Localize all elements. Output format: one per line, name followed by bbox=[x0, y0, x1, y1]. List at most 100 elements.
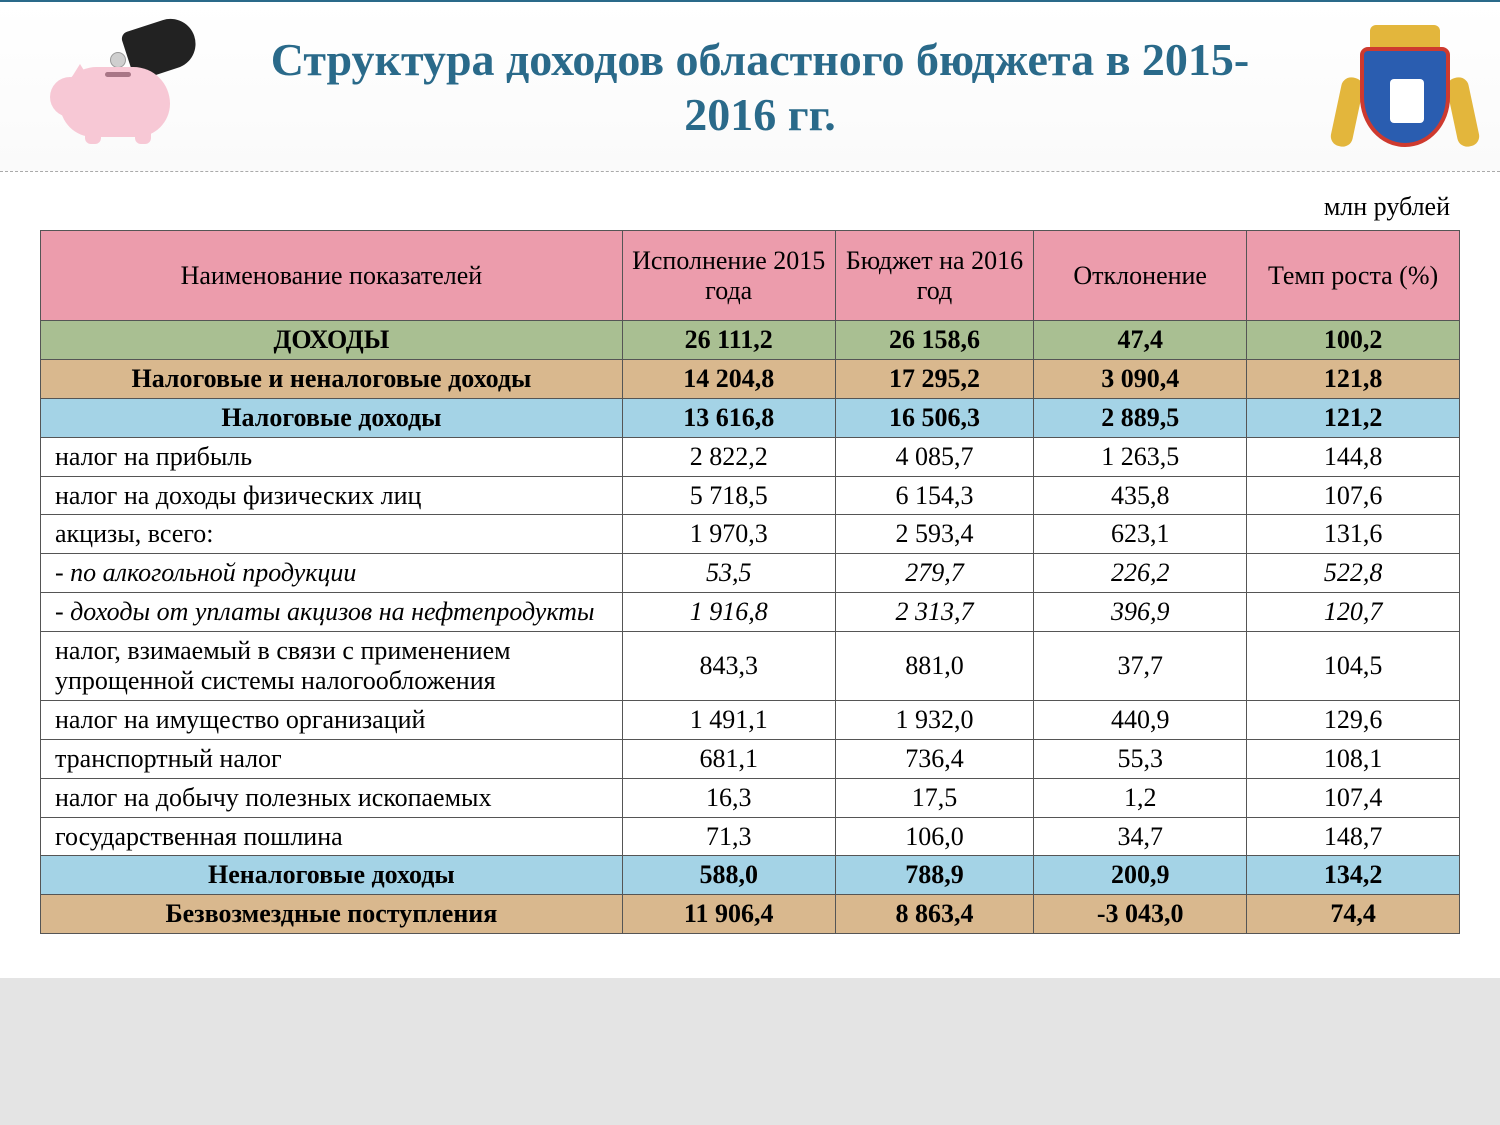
cell-2016: 2 593,4 bbox=[835, 515, 1034, 554]
cell-rate: 107,6 bbox=[1247, 476, 1460, 515]
cell-2015: 26 111,2 bbox=[622, 321, 835, 360]
table-row: Налоговые и неналоговые доходы14 204,817… bbox=[41, 359, 1460, 398]
cell-dev: 55,3 bbox=[1034, 739, 1247, 778]
cell-dev: 34,7 bbox=[1034, 817, 1247, 856]
cell-name: налог на прибыль bbox=[41, 437, 623, 476]
cell-dev: 2 889,5 bbox=[1034, 398, 1247, 437]
cell-dev: 440,9 bbox=[1034, 700, 1247, 739]
cell-name: налог на доходы физических лиц bbox=[41, 476, 623, 515]
cell-rate: 522,8 bbox=[1247, 554, 1460, 593]
column-header: Темп роста (%) bbox=[1247, 231, 1460, 321]
cell-dev: -3 043,0 bbox=[1034, 895, 1247, 934]
cell-dev: 1 263,5 bbox=[1034, 437, 1247, 476]
piggy-bank-icon bbox=[40, 22, 190, 142]
column-header: Наименование показателей bbox=[41, 231, 623, 321]
cell-2016: 17 295,2 bbox=[835, 359, 1034, 398]
cell-2016: 8 863,4 bbox=[835, 895, 1034, 934]
cell-dev: 200,9 bbox=[1034, 856, 1247, 895]
cell-name: Неналоговые доходы bbox=[41, 856, 623, 895]
cell-name: Налоговые доходы bbox=[41, 398, 623, 437]
cell-name: акцизы, всего: bbox=[41, 515, 623, 554]
cell-rate: 121,8 bbox=[1247, 359, 1460, 398]
cell-name: налог на имущество организаций bbox=[41, 700, 623, 739]
cell-2016: 279,7 bbox=[835, 554, 1034, 593]
cell-2015: 1 916,8 bbox=[622, 593, 835, 632]
cell-rate: 129,6 bbox=[1247, 700, 1460, 739]
cell-2015: 843,3 bbox=[622, 632, 835, 701]
table-row: ДОХОДЫ26 111,226 158,647,4100,2 bbox=[41, 321, 1460, 360]
cell-dev: 1,2 bbox=[1034, 778, 1247, 817]
table-row: Безвозмездные поступления11 906,48 863,4… bbox=[41, 895, 1460, 934]
column-header: Исполнение 2015 года bbox=[622, 231, 835, 321]
table-row: налог на доходы физических лиц5 718,56 1… bbox=[41, 476, 1460, 515]
table-row: Неналоговые доходы588,0788,9200,9134,2 bbox=[41, 856, 1460, 895]
cell-2015: 14 204,8 bbox=[622, 359, 835, 398]
cell-2016: 788,9 bbox=[835, 856, 1034, 895]
cell-rate: 107,4 bbox=[1247, 778, 1460, 817]
cell-name: государственная пошлина bbox=[41, 817, 623, 856]
cell-dev: 3 090,4 bbox=[1034, 359, 1247, 398]
cell-2016: 4 085,7 bbox=[835, 437, 1034, 476]
units-label: млн рублей bbox=[1324, 192, 1450, 222]
cell-2015: 1 970,3 bbox=[622, 515, 835, 554]
cell-rate: 131,6 bbox=[1247, 515, 1460, 554]
cell-name: налог, взимаемый в связи с применением у… bbox=[41, 632, 623, 701]
column-header: Отклонение bbox=[1034, 231, 1247, 321]
table-row: - доходы от уплаты акцизов на нефтепроду… bbox=[41, 593, 1460, 632]
page-title: Структура доходов областного бюджета в 2… bbox=[240, 32, 1280, 142]
cell-2016: 1 932,0 bbox=[835, 700, 1034, 739]
table-row: транспортный налог681,1736,455,3108,1 bbox=[41, 739, 1460, 778]
cell-2016: 17,5 bbox=[835, 778, 1034, 817]
cell-name: Безвозмездные поступления bbox=[41, 895, 623, 934]
cell-rate: 104,5 bbox=[1247, 632, 1460, 701]
cell-name: налог на добычу полезных ископаемых bbox=[41, 778, 623, 817]
cell-name: Налоговые и неналоговые доходы bbox=[41, 359, 623, 398]
cell-2015: 71,3 bbox=[622, 817, 835, 856]
header: Структура доходов областного бюджета в 2… bbox=[0, 0, 1500, 172]
cell-rate: 74,4 bbox=[1247, 895, 1460, 934]
cell-dev: 623,1 bbox=[1034, 515, 1247, 554]
cell-dev: 226,2 bbox=[1034, 554, 1247, 593]
cell-dev: 47,4 bbox=[1034, 321, 1247, 360]
cell-rate: 120,7 bbox=[1247, 593, 1460, 632]
table-row: налог на добычу полезных ископаемых16,31… bbox=[41, 778, 1460, 817]
table-row: акцизы, всего:1 970,32 593,4623,1131,6 bbox=[41, 515, 1460, 554]
table-row: - по алкогольной продукции53,5279,7226,2… bbox=[41, 554, 1460, 593]
table-row: Налоговые доходы13 616,816 506,32 889,51… bbox=[41, 398, 1460, 437]
cell-2015: 588,0 bbox=[622, 856, 835, 895]
cell-2016: 881,0 bbox=[835, 632, 1034, 701]
cell-name: - доходы от уплаты акцизов на нефтепроду… bbox=[41, 593, 623, 632]
cell-2015: 1 491,1 bbox=[622, 700, 835, 739]
cell-2016: 106,0 bbox=[835, 817, 1034, 856]
cell-2015: 2 822,2 bbox=[622, 437, 835, 476]
cell-rate: 144,8 bbox=[1247, 437, 1460, 476]
cell-2015: 5 718,5 bbox=[622, 476, 835, 515]
cell-rate: 100,2 bbox=[1247, 321, 1460, 360]
cell-2015: 16,3 bbox=[622, 778, 835, 817]
cell-2016: 2 313,7 bbox=[835, 593, 1034, 632]
table-row: налог, взимаемый в связи с применением у… bbox=[41, 632, 1460, 701]
cell-rate: 108,1 bbox=[1247, 739, 1460, 778]
cell-dev: 435,8 bbox=[1034, 476, 1247, 515]
cell-rate: 134,2 bbox=[1247, 856, 1460, 895]
cell-rate: 148,7 bbox=[1247, 817, 1460, 856]
cell-name: - по алкогольной продукции bbox=[41, 554, 623, 593]
cell-2015: 13 616,8 bbox=[622, 398, 835, 437]
cell-2016: 16 506,3 bbox=[835, 398, 1034, 437]
table-row: налог на прибыль2 822,24 085,71 263,5144… bbox=[41, 437, 1460, 476]
budget-table: Наименование показателейИсполнение 2015 … bbox=[40, 230, 1460, 934]
cell-name: ДОХОДЫ bbox=[41, 321, 623, 360]
table-row: налог на имущество организаций1 491,11 9… bbox=[41, 700, 1460, 739]
coat-of-arms-icon bbox=[1340, 17, 1470, 167]
cell-2015: 53,5 bbox=[622, 554, 835, 593]
column-header: Бюджет на 2016 год bbox=[835, 231, 1034, 321]
cell-2016: 26 158,6 bbox=[835, 321, 1034, 360]
cell-2015: 11 906,4 bbox=[622, 895, 835, 934]
table-row: государственная пошлина71,3106,034,7148,… bbox=[41, 817, 1460, 856]
cell-rate: 121,2 bbox=[1247, 398, 1460, 437]
cell-name: транспортный налог bbox=[41, 739, 623, 778]
footer-band bbox=[0, 970, 1500, 1125]
table-header-row: Наименование показателейИсполнение 2015 … bbox=[41, 231, 1460, 321]
cell-2016: 6 154,3 bbox=[835, 476, 1034, 515]
cell-dev: 37,7 bbox=[1034, 632, 1247, 701]
